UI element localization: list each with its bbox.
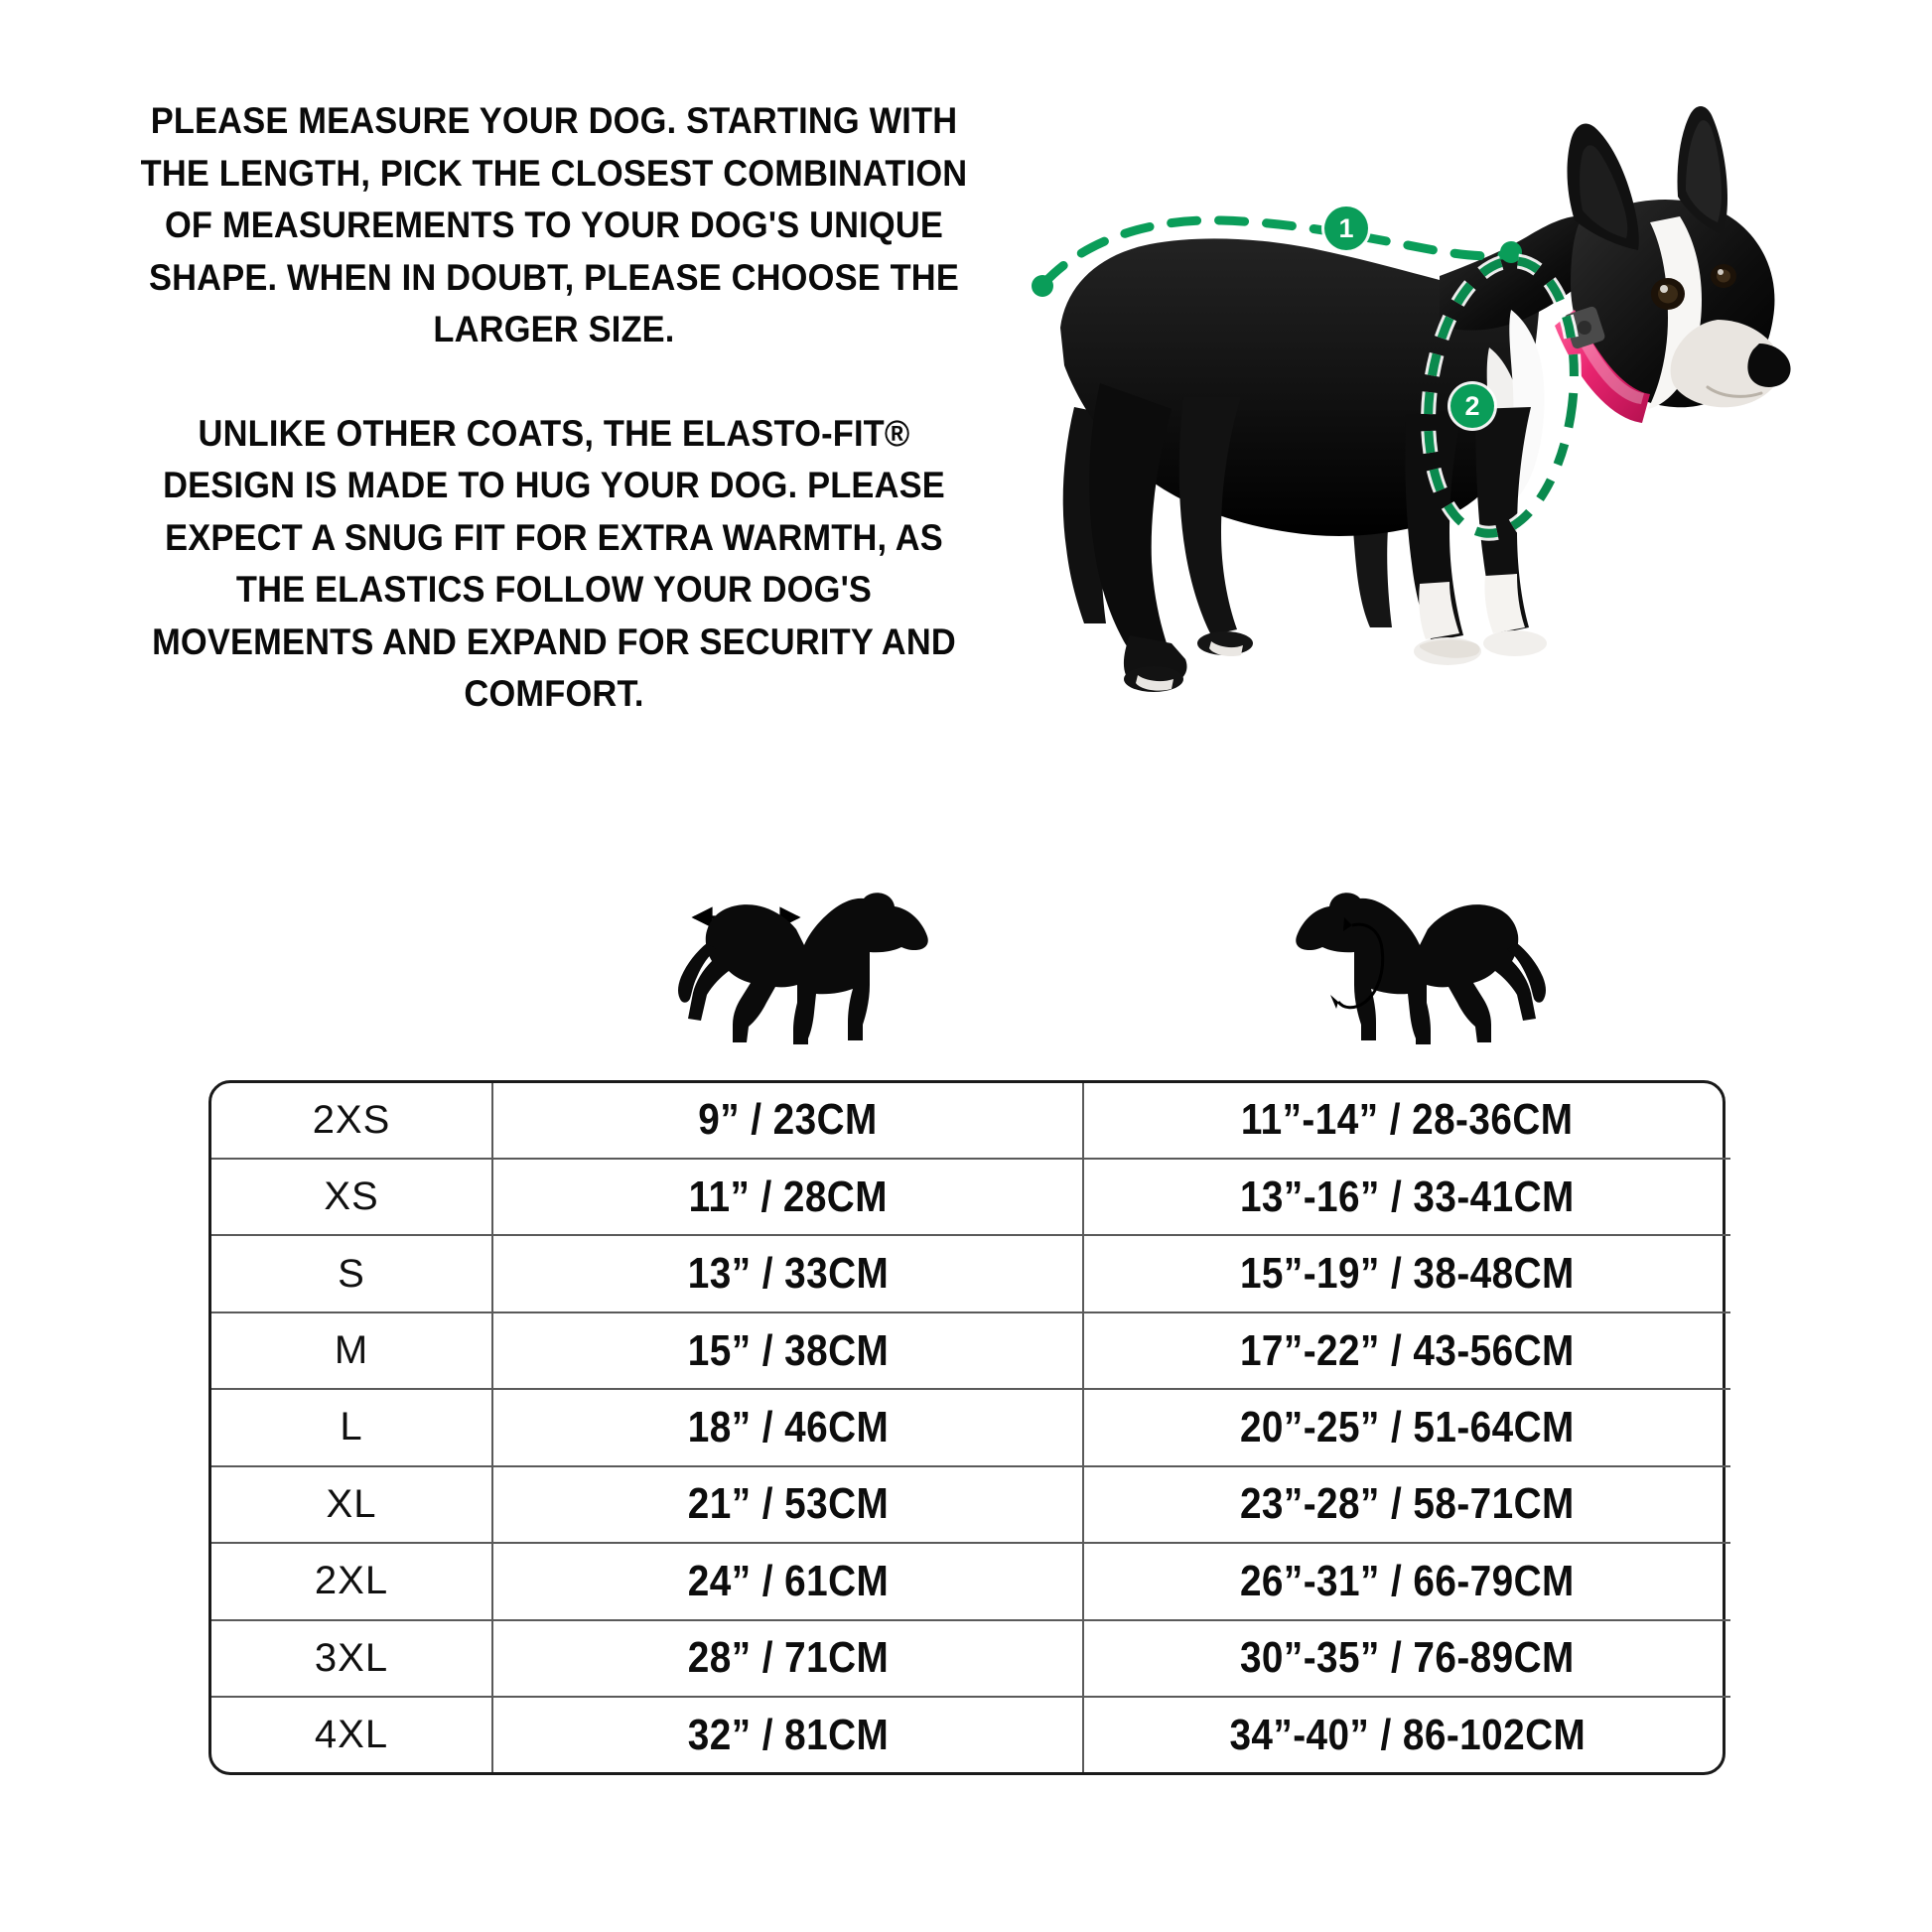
size-label-cell: M [211, 1311, 493, 1391]
length-value-cell: 9” / 23CM [492, 1083, 1084, 1160]
girth-value: 17”-22” / 43-56CM [1240, 1325, 1575, 1375]
table-row: M 15” / 38CM 17”-22” / 43-56CM [211, 1311, 1730, 1391]
table-row: XL 21” / 53CM 23”-28” / 58-71CM [211, 1465, 1730, 1545]
dog-length-arrow-icon [655, 874, 983, 1062]
girth-value-cell: 13”-16” / 33-41CM [1083, 1158, 1730, 1237]
size-label-cell: XL [211, 1465, 493, 1545]
length-value-cell: 18” / 46CM [492, 1389, 1084, 1467]
boston-terrier-photo [1023, 99, 1876, 794]
measure-marker-2: 2 [1450, 384, 1494, 428]
instructions-block: PLEASE MEASURE YOUR DOG. STARTING WITH T… [107, 95, 1001, 721]
table-row: 3XL 28” / 71CM 30”-35” / 76-89CM [211, 1619, 1730, 1699]
instructions-paragraph-1: PLEASE MEASURE YOUR DOG. STARTING WITH T… [140, 100, 968, 350]
size-label-cell: 2XL [211, 1543, 493, 1621]
girth-value-cell: 30”-35” / 76-89CM [1083, 1619, 1730, 1699]
size-label-cell: 2XS [211, 1083, 493, 1160]
girth-value-cell: 20”-25” / 51-64CM [1083, 1389, 1730, 1467]
length-value: 32” / 81CM [687, 1710, 889, 1759]
dog-photo-figure: 1 2 [1023, 99, 1876, 794]
length-value: 9” / 23CM [698, 1095, 878, 1145]
girth-value-cell: 11”-14” / 28-36CM [1083, 1083, 1730, 1160]
size-label-cell: S [211, 1235, 493, 1313]
size-label-cell: L [211, 1389, 493, 1467]
table-row: 2XL 24” / 61CM 26”-31” / 66-79CM [211, 1543, 1730, 1621]
length-value-cell: 15” / 38CM [492, 1311, 1084, 1391]
girth-value: 34”-40” / 86-102CM [1229, 1710, 1586, 1759]
girth-value: 15”-19” / 38-48CM [1240, 1249, 1575, 1299]
length-value: 18” / 46CM [687, 1402, 889, 1451]
girth-value: 11”-14” / 28-36CM [1241, 1095, 1574, 1145]
length-value: 13” / 33CM [687, 1249, 889, 1299]
length-value-cell: 32” / 81CM [492, 1697, 1084, 1772]
header-section: PLEASE MEASURE YOUR DOG. STARTING WITH T… [0, 0, 1932, 854]
length-value: 11” / 28CM [688, 1172, 888, 1221]
girth-value-cell: 34”-40” / 86-102CM [1083, 1697, 1730, 1772]
girth-value-cell: 15”-19” / 38-48CM [1083, 1235, 1730, 1313]
length-value-cell: 11” / 28CM [492, 1158, 1084, 1237]
table-row: XS 11” / 28CM 13”-16” / 33-41CM [211, 1158, 1730, 1237]
table-row: 2XS 9” / 23CM 11”-14” / 28-36CM [211, 1083, 1730, 1160]
measure-marker-1: 1 [1324, 207, 1368, 250]
girth-value: 30”-35” / 76-89CM [1240, 1633, 1575, 1683]
size-chart-body: 2XS 9” / 23CM 11”-14” / 28-36CM XS 11” / 28C… [211, 1083, 1730, 1772]
length-value: 24” / 61CM [687, 1556, 889, 1605]
table-row: S 13” / 33CM 15”-19” / 38-48CM [211, 1235, 1730, 1313]
instructions-paragraph-2: UNLIKE OTHER COATS, THE ELASTO-FIT® DESI… [152, 412, 956, 715]
girth-value-cell: 17”-22” / 43-56CM [1083, 1311, 1730, 1391]
length-value: 15” / 38CM [687, 1325, 889, 1375]
size-label-cell: 3XL [211, 1619, 493, 1699]
girth-value: 23”-28” / 58-71CM [1240, 1479, 1575, 1529]
size-chart-table-container: 2XS 9” / 23CM 11”-14” / 28-36CM XS 11” / 28C… [208, 1080, 1730, 1775]
girth-value: 13”-16” / 33-41CM [1240, 1172, 1575, 1221]
girth-value-cell: 23”-28” / 58-71CM [1083, 1465, 1730, 1545]
girth-measure-loop [1421, 253, 1582, 541]
measurement-icons-row [0, 874, 1932, 1062]
table-row: L 18” / 46CM 20”-25” / 51-64CM [211, 1389, 1730, 1467]
dog-girth-loop-icon [1241, 874, 1569, 1062]
length-value-cell: 21” / 53CM [492, 1465, 1084, 1545]
length-value-cell: 13” / 33CM [492, 1235, 1084, 1313]
length-value-cell: 28” / 71CM [492, 1619, 1084, 1699]
length-measure-line [1032, 215, 1522, 297]
length-value: 21” / 53CM [687, 1479, 889, 1529]
girth-value: 20”-25” / 51-64CM [1240, 1402, 1575, 1451]
size-label-cell: 4XL [211, 1697, 493, 1772]
length-value-cell: 24” / 61CM [492, 1543, 1084, 1621]
girth-value-cell: 26”-31” / 66-79CM [1083, 1543, 1730, 1621]
girth-value: 26”-31” / 66-79CM [1240, 1556, 1575, 1605]
table-row: 4XL 32” / 81CM 34”-40” / 86-102CM [211, 1697, 1730, 1772]
size-label-cell: XS [211, 1158, 493, 1237]
size-chart-table: 2XS 9” / 23CM 11”-14” / 28-36CM XS 11” / 28C… [211, 1083, 1730, 1772]
length-value: 28” / 71CM [687, 1633, 889, 1683]
